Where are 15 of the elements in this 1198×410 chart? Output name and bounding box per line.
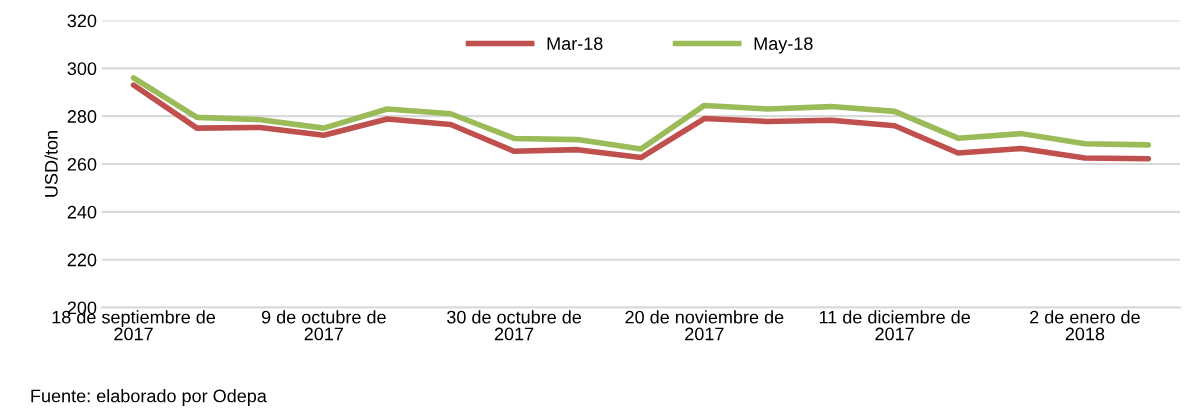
legend-label: May-18 — [754, 37, 813, 54]
y-axis-title: USD/ton — [44, 131, 58, 197]
x-tick-label: 20 de noviembre de 2017 — [625, 310, 784, 341]
y-tick-label: 260 — [67, 157, 97, 171]
y-tick-label: 300 — [67, 62, 97, 76]
x-tick-label: 9 de octubre de 2017 — [261, 310, 386, 341]
y-tick-label: 240 — [67, 205, 97, 219]
x-tick-label: 2 de enero de 2018 — [1030, 310, 1140, 341]
y-tick-label: 280 — [67, 110, 97, 123]
y-tick-label: 320 — [67, 14, 97, 28]
y-tick-label: 220 — [67, 253, 97, 267]
x-tick-label: 11 de diciembre de 2017 — [819, 310, 970, 341]
source-note: Fuente: elaborado por Odepa — [31, 389, 267, 406]
x-tick-label: 30 de octubre de 2017 — [447, 310, 582, 341]
legend-label: Mar-18 — [547, 37, 603, 51]
